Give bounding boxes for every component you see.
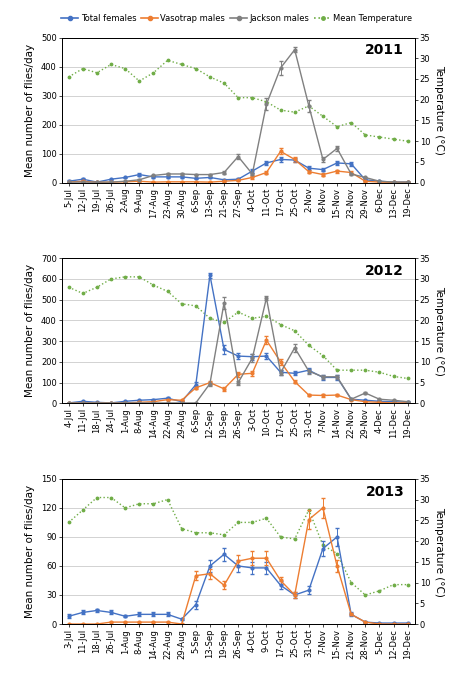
Y-axis label: Mean number of flies/day: Mean number of flies/day [26,485,36,618]
Text: 2012: 2012 [365,264,404,278]
Y-axis label: Temperature (°C): Temperature (°C) [434,286,444,376]
Text: 2013: 2013 [365,485,404,499]
Y-axis label: Temperature (°C): Temperature (°C) [434,65,444,155]
Text: 2011: 2011 [365,44,404,57]
Y-axis label: Temperature (°C): Temperature (°C) [434,507,444,596]
Y-axis label: Mean number of flies/day: Mean number of flies/day [25,264,36,398]
Y-axis label: Mean number of flies/day: Mean number of flies/day [25,44,36,177]
Legend: Total females, Vasotrap males, Jackson males, Mean Temperature: Total females, Vasotrap males, Jackson m… [58,11,416,27]
